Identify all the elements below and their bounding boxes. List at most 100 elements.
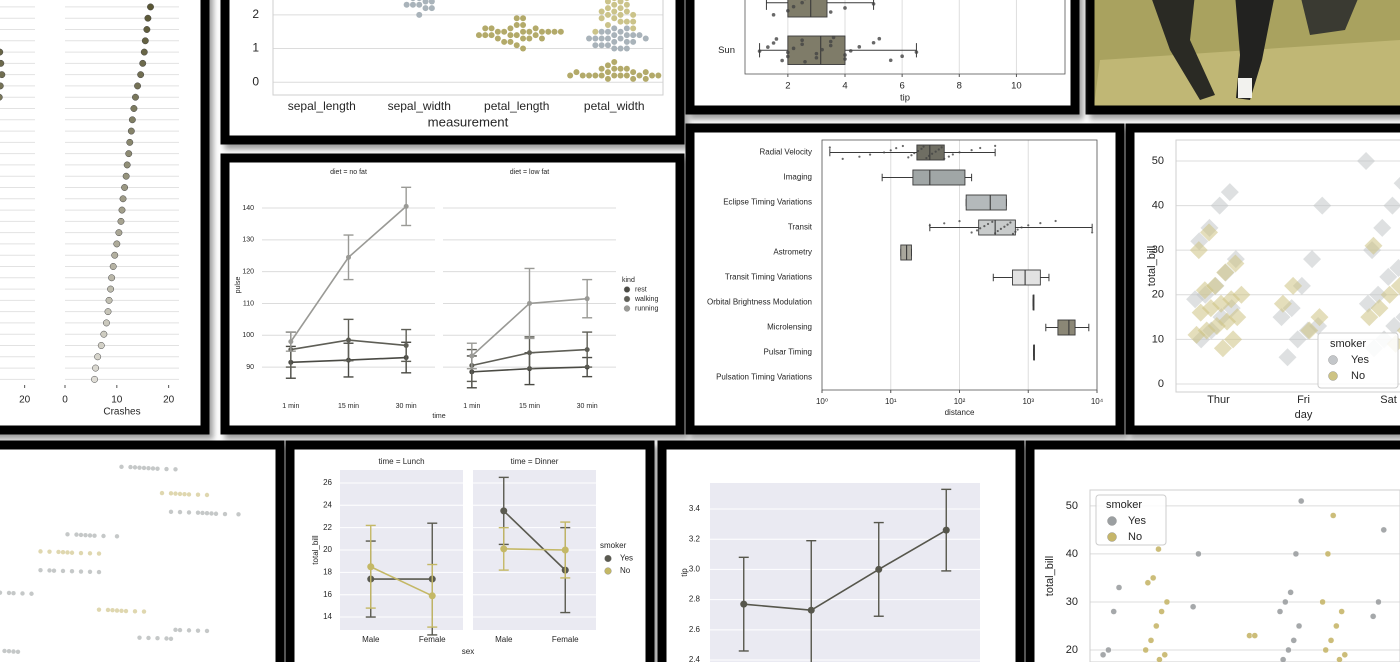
strip-point	[177, 491, 183, 497]
swarm-point	[655, 72, 662, 79]
x-tick-label: 1 min	[282, 403, 299, 410]
strip-point	[928, 224, 931, 227]
strip-point	[0, 590, 3, 595]
swarm-point	[598, 8, 605, 15]
point	[875, 565, 883, 573]
swarm-point	[526, 35, 533, 42]
strip-point	[1105, 646, 1112, 654]
strip-point	[814, 55, 819, 60]
strip-point	[65, 550, 70, 555]
strip-point	[164, 466, 169, 472]
swarm-point	[611, 1, 618, 8]
swarm-point	[623, 72, 630, 79]
swarm-point	[617, 28, 624, 35]
strip-point	[74, 532, 79, 537]
strip-point	[1292, 550, 1300, 558]
x-tick-label: sepal_length	[288, 99, 356, 113]
strip-point	[164, 636, 169, 641]
legend-box	[1095, 494, 1167, 546]
strip-point	[786, 8, 790, 13]
strip-point	[38, 567, 43, 573]
y-tick-label: 2.6	[689, 625, 701, 634]
strip-point	[168, 509, 174, 515]
y-tick-label: 2.8	[689, 595, 701, 604]
swarm-point	[617, 11, 624, 18]
tile-content: 20 30 40 50 total_bill smoker Yes No	[1044, 489, 1400, 662]
facet-title: diet = low fat	[510, 169, 550, 176]
strip-point	[155, 636, 160, 641]
series-line	[370, 566, 433, 597]
swarm-point	[604, 35, 611, 42]
swarm-point	[598, 35, 605, 42]
strip-point	[15, 649, 21, 654]
category-label: Pulsar Timing	[764, 348, 812, 357]
x-tick-label: Sat	[1380, 394, 1397, 406]
category-label: Astrometry	[773, 248, 812, 257]
strip-point	[1284, 276, 1303, 295]
box	[1012, 269, 1041, 286]
point	[584, 296, 590, 302]
strip-point	[1303, 250, 1322, 269]
strip-point	[986, 222, 990, 226]
swarm-point	[532, 25, 539, 32]
x-tick-label: 10	[1011, 81, 1022, 92]
strip-point	[204, 511, 210, 516]
strip-point	[1379, 267, 1398, 286]
x-tick-label: 15 min	[338, 403, 359, 410]
category-label: Radial Velocity	[760, 148, 812, 157]
y-tick-label: 50	[1152, 155, 1164, 167]
strip-point	[1333, 622, 1340, 630]
strip-point	[173, 491, 178, 496]
strip-point	[38, 549, 43, 554]
strip-point	[146, 635, 151, 641]
strip-point	[920, 147, 923, 150]
strip-point	[910, 154, 913, 157]
x-tick-label: Fri	[1297, 394, 1310, 406]
point	[428, 592, 436, 600]
swarm-point	[630, 25, 637, 32]
point	[403, 203, 409, 209]
x-axis-label: tip	[900, 93, 910, 104]
photo	[1094, 0, 1400, 106]
x-axis-label: Crashes	[103, 407, 140, 418]
strip-point	[222, 511, 228, 517]
strip-point	[970, 149, 973, 152]
strip-point	[1396, 327, 1400, 334]
strip-point	[766, 45, 770, 49]
y-tick-label: 40	[1152, 199, 1164, 211]
strip-point	[1369, 285, 1388, 304]
strip-point	[994, 144, 997, 147]
strip-point	[1324, 550, 1332, 558]
category-label: Eclipse Timing Variations	[723, 198, 812, 207]
swarm-point	[592, 35, 599, 42]
swarm-point	[623, 65, 630, 72]
strip-point	[937, 148, 940, 151]
swarm-point	[545, 28, 552, 35]
strip-point	[800, 0, 804, 5]
tile-content: diet = no fat 90 100 110 120 130 140 1 min 15 mi…	[235, 169, 659, 420]
strip-point	[1232, 285, 1251, 304]
legend-marker	[623, 305, 631, 312]
dot	[0, 59, 5, 67]
strip-point	[78, 532, 84, 538]
swarm-point	[649, 72, 656, 79]
x-axis-label: day	[1295, 409, 1313, 421]
strip-point	[1155, 545, 1162, 553]
swarm-point	[630, 69, 637, 76]
legend-label: rest	[635, 286, 647, 293]
strip-point	[771, 41, 776, 45]
legend-title: kind	[622, 277, 635, 284]
dot	[134, 82, 141, 90]
dot	[113, 240, 121, 248]
dot	[147, 3, 154, 11]
x-tick-label: sepal_width	[388, 99, 451, 113]
strip-point	[1189, 603, 1197, 610]
plot-frame	[821, 139, 1098, 391]
strip-point	[828, 146, 831, 149]
strip-point	[1054, 219, 1057, 223]
swarm-point	[611, 72, 618, 79]
swarm-point	[579, 72, 586, 79]
swarm-point	[617, 18, 624, 25]
swarm-point	[410, 0, 416, 2]
